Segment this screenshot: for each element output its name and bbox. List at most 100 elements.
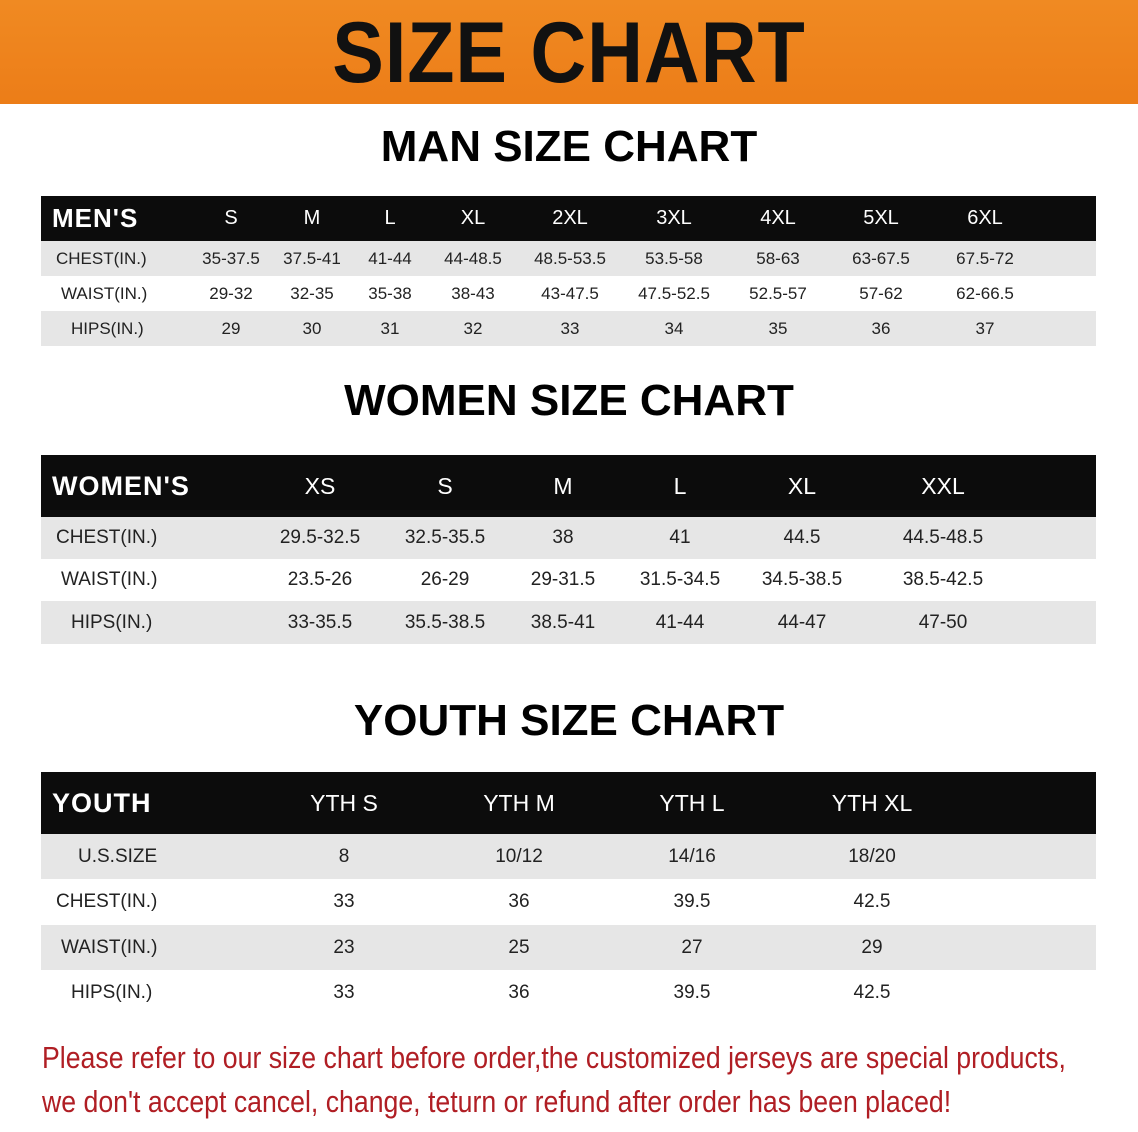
table-header-label: YOUTH [52,787,152,818]
size-column-header: 6XL [967,207,1003,229]
table-header-row: MEN'S S M L XL 2XL 3XL 4XL 5XL 6XL [41,196,1096,241]
table-cell: 36 [508,981,530,1003]
size-column-header: YTH L [659,789,725,816]
table-cell: 44-47 [777,611,827,633]
size-column-header: 2XL [552,207,588,229]
size-column-header: XXL [921,472,965,499]
size-column-header: S [224,207,238,229]
table-cell: 44.5-48.5 [902,527,984,548]
row-label: CHEST(IN.) [56,248,147,268]
size-column-header: YTH XL [831,789,913,816]
table-cell: 8 [338,845,350,867]
size-column-header: 4XL [760,207,796,229]
table-cell: 42.5 [853,981,891,1003]
table-cell: 33 [333,981,355,1003]
table-cell: 62-66.5 [956,283,1014,303]
men-size-table: MEN'S S M L XL 2XL 3XL 4XL 5XL 6XL CHEST(IN.) 35-37… [41,196,1096,346]
table-row: CHEST(IN.) 35-37.5 37.5-41 41-44 44-48.5 48.5… [41,241,1096,276]
size-column-header: XL [460,207,486,229]
table-cell: 14/16 [668,845,716,867]
size-column-header: YTH S [310,789,378,816]
size-column-header: XL [787,472,817,499]
table-cell: 32.5-35.5 [404,527,486,548]
table-header-label: MEN'S [52,203,139,233]
disclaimer-line-1: Please refer to our size chart before or… [42,1040,1066,1075]
table-cell: 39.5 [673,891,711,912]
table-cell: 43-47.5 [541,283,599,303]
table-row: HIPS(IN.) 33-35.5 35.5-38.5 38.5-41 41-44 44-… [41,601,1096,644]
table-header-label: WOMEN'S [52,470,190,501]
table-cell: 42.5 [853,891,891,912]
table-cell: 35.5-38.5 [404,611,486,633]
table-cell: 36 [508,891,530,912]
table-header-row: WOMEN'S XS S M L XL XXL [41,455,1096,517]
row-label: CHEST(IN.) [56,891,158,912]
table-cell: 32 [463,318,483,338]
table-row: CHEST(IN.) 33 36 39.5 42.5 [41,879,1096,925]
table-cell: 41 [669,527,691,548]
table-cell: 36 [871,318,891,338]
table-cell: 33 [333,891,355,912]
size-column-header: 5XL [863,207,899,229]
table-cell: 52.5-57 [749,283,807,303]
table-cell: 35-38 [368,283,412,303]
table-cell: 47.5-52.5 [638,283,710,303]
table-cell: 35-37.5 [202,248,260,268]
table-cell: 23.5-26 [287,569,353,590]
table-cell: 18/20 [848,845,896,867]
row-label: WAIST(IN.) [61,936,158,958]
table-cell: 41-44 [368,248,412,268]
table-cell: 26-29 [420,569,470,590]
table-cell: 44.5 [783,527,821,548]
size-column-header: XS [304,472,336,499]
table-cell: 35 [768,318,788,338]
row-label: HIPS(IN.) [71,318,144,338]
row-label: WAIST(IN.) [61,283,148,303]
table-cell: 29 [221,318,241,338]
women-size-table: WOMEN'S XS S M L XL XXL CHEST(IN.) 29.5-32.5 32.5… [41,455,1096,644]
table-cell: 30 [302,318,322,338]
table-cell: 29-32 [209,283,253,303]
size-column-header: L [673,472,687,499]
table-cell: 44-48.5 [444,248,502,268]
banner: SIZE CHART [0,0,1138,104]
table-cell: 25 [508,936,530,958]
youth-size-table: YOUTH YTH S YTH M YTH L YTH XL U.S.SIZE 8 10/12… [41,772,1096,1015]
row-label: WAIST(IN.) [61,569,158,590]
table-cell: 32-35 [290,283,334,303]
row-label: HIPS(IN.) [71,611,153,633]
table-cell: 58-63 [756,248,800,268]
table-cell: 38 [552,527,574,548]
table-cell: 48.5-53.5 [534,248,606,268]
men-section-title: MAN SIZE CHART [380,122,758,171]
table-row: CHEST(IN.) 29.5-32.5 32.5-35.5 38 41 44.5 44.5… [41,517,1096,559]
table-cell: 31.5-34.5 [639,569,721,590]
size-column-header: S [437,472,453,499]
women-section-title: WOMEN SIZE CHART [344,376,794,425]
table-cell: 10/12 [495,845,543,867]
table-cell: 37.5-41 [283,248,341,268]
table-cell: 57-62 [859,283,903,303]
table-cell: 41-44 [655,611,705,633]
table-row: WAIST(IN.) 23 25 27 29 [41,925,1096,970]
table-header-row: YOUTH YTH S YTH M YTH L YTH XL [41,772,1096,834]
row-label: HIPS(IN.) [71,981,153,1003]
disclaimer-line-2: we don't accept cancel, change, teturn o… [42,1084,952,1119]
banner-title: SIZE CHART [332,5,806,101]
table-cell: 38.5-41 [530,611,596,633]
row-label: CHEST(IN.) [56,527,158,548]
table-cell: 67.5-72 [956,248,1014,268]
table-cell: 23 [333,936,355,958]
table-row: WAIST(IN.) 29-32 32-35 35-38 38-43 43-47.5 47.… [41,276,1096,311]
table-cell: 31 [380,318,400,338]
table-cell: 33 [560,318,580,338]
table-cell: 38-43 [451,283,495,303]
table-cell: 63-67.5 [852,248,910,268]
table-cell: 29 [861,936,883,958]
size-column-header: YTH M [483,789,555,816]
youth-section-title: YOUTH SIZE CHART [353,696,785,745]
table-cell: 53.5-58 [645,248,703,268]
size-column-header: L [384,207,396,229]
table-cell: 34.5-38.5 [761,569,843,590]
table-row: WAIST(IN.) 23.5-26 26-29 29-31.5 31.5-34.5 34… [41,559,1096,601]
